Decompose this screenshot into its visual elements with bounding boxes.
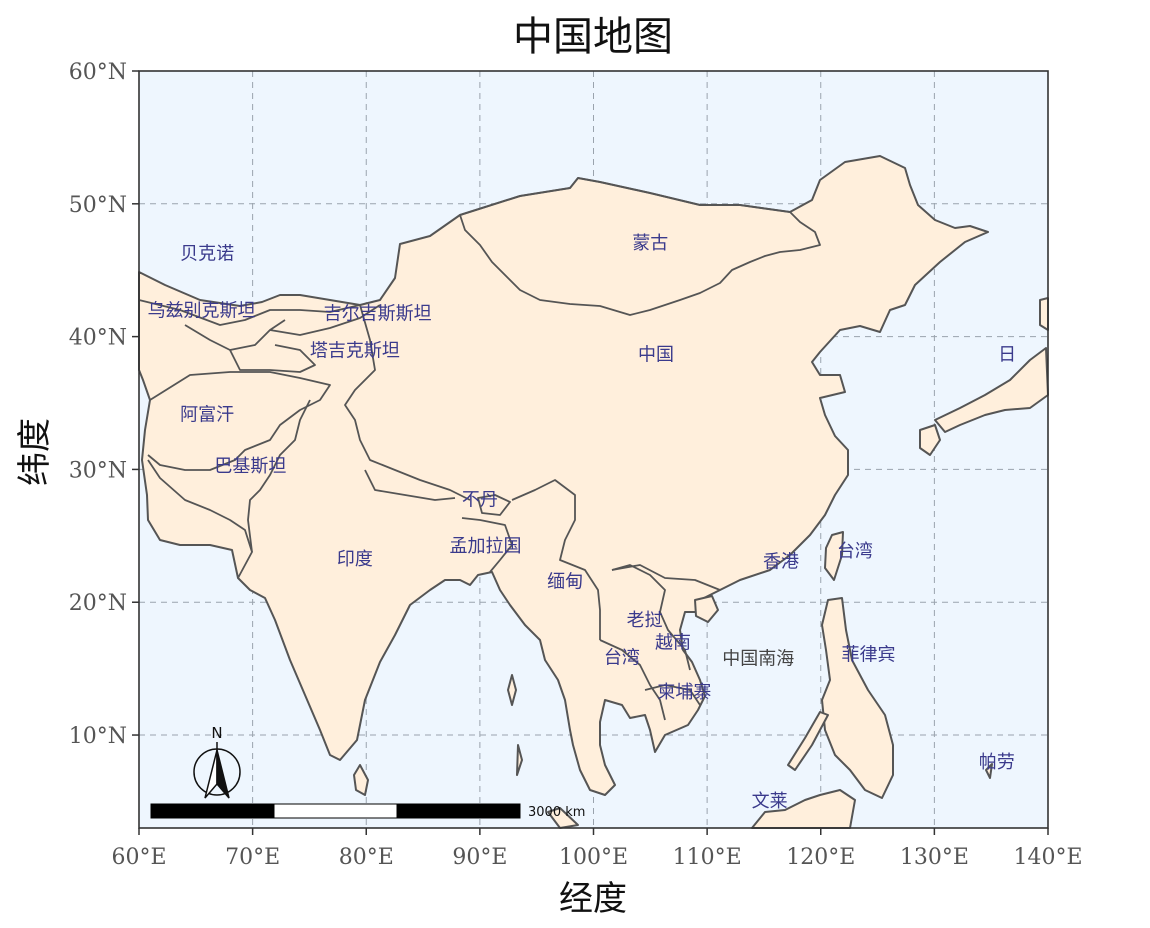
place-label: 柬埔寨 [657, 682, 711, 703]
place-label: 乌兹别克斯坦 [147, 301, 255, 322]
x-tick-label: 60°E [111, 845, 166, 870]
y-axis-title: 纬度 [15, 418, 55, 486]
x-axis-ticks: 60°E 70°E 80°E 90°E 100°E 110°E 120°E 130°E 140°… [111, 828, 1083, 870]
scale-bar-label: 3000 km [528, 805, 585, 820]
sea-label: 中国南海 [722, 649, 794, 670]
north-arrow: N [193, 724, 241, 799]
place-label: 台湾 [837, 541, 873, 562]
japan-hokkaido [1039, 297, 1049, 331]
y-tick-label: 20°N [69, 591, 127, 616]
y-tick-label: 10°N [69, 724, 127, 749]
y-tick-label: 50°N [69, 193, 127, 218]
place-label: 阿富汗 [180, 404, 234, 425]
y-tick-label: 60°N [69, 60, 127, 85]
nicobar-islands [516, 744, 523, 776]
north-arrow-label: N [211, 724, 222, 742]
taiwan-island [824, 531, 844, 581]
x-tick-label: 90°E [452, 845, 507, 870]
country-borders [138, 177, 821, 721]
place-label: 日 [998, 345, 1016, 366]
place-label: 越南 [655, 633, 691, 654]
place-label: 印度 [337, 549, 373, 570]
borneo [751, 789, 856, 829]
andaman-islands [507, 674, 517, 706]
x-tick-label: 100°E [559, 845, 628, 870]
border-pakistan-india [247, 399, 311, 553]
place-label: 香港 [763, 552, 799, 573]
x-tick-label: 80°E [339, 845, 394, 870]
place-label: 吉尔吉斯斯坦 [324, 303, 432, 324]
border-nepal [364, 469, 456, 501]
place-label: 塔吉克斯坦 [310, 341, 400, 362]
y-tick-label: 30°N [69, 458, 127, 483]
place-label: 文莱 [752, 791, 788, 812]
hainan [694, 595, 719, 623]
border-myanmar [511, 479, 601, 640]
border-bhutan [477, 494, 511, 516]
x-tick-label: 140°E [1013, 845, 1082, 870]
sumatra [547, 807, 579, 829]
border-mongolia [459, 177, 821, 316]
border-cambodia [644, 684, 701, 706]
border-afghanistan [147, 371, 331, 471]
place-label: 老挝 [627, 610, 663, 631]
place-label: 巴基斯坦 [214, 456, 286, 477]
map-title: 中国地图 [513, 14, 673, 60]
place-label: 贝克诺 [180, 244, 234, 265]
place-label: 帕劳 [979, 752, 1015, 773]
place-label: 菲律宾 [841, 645, 895, 666]
land-masses [138, 155, 1049, 829]
border-thailand [599, 639, 666, 721]
palawan [787, 711, 829, 771]
border-kyrgyz [269, 304, 381, 336]
y-axis-ticks: 10°N 20°N 30°N 40°N 50°N 60°N [69, 60, 139, 749]
scale-bar: 3000 km [150, 803, 585, 820]
x-tick-label: 120°E [786, 845, 855, 870]
place-label: 孟加拉国 [450, 536, 522, 557]
border-china-vietnam [611, 564, 721, 591]
philippines [821, 597, 894, 799]
border-kazakhstan [138, 299, 361, 326]
border-china-west [344, 304, 471, 501]
x-tick-label: 110°E [673, 845, 742, 870]
place-label: 缅甸 [547, 572, 583, 593]
border-bangladesh [461, 517, 513, 573]
x-tick-label: 130°E [900, 845, 969, 870]
place-label: 不丹 [462, 489, 498, 510]
japan-kyushu [919, 424, 941, 456]
sri-lanka [353, 764, 369, 796]
place-label: 蒙古 [632, 233, 668, 254]
border-uzbekistan [184, 319, 286, 351]
border-tajik [229, 344, 316, 373]
place-label: 中国 [638, 345, 674, 366]
x-axis-title: 经度 [559, 879, 627, 919]
palau [985, 763, 993, 779]
y-tick-label: 40°N [69, 326, 127, 351]
x-tick-label: 70°E [225, 845, 280, 870]
place-label: 台湾 [604, 647, 640, 668]
